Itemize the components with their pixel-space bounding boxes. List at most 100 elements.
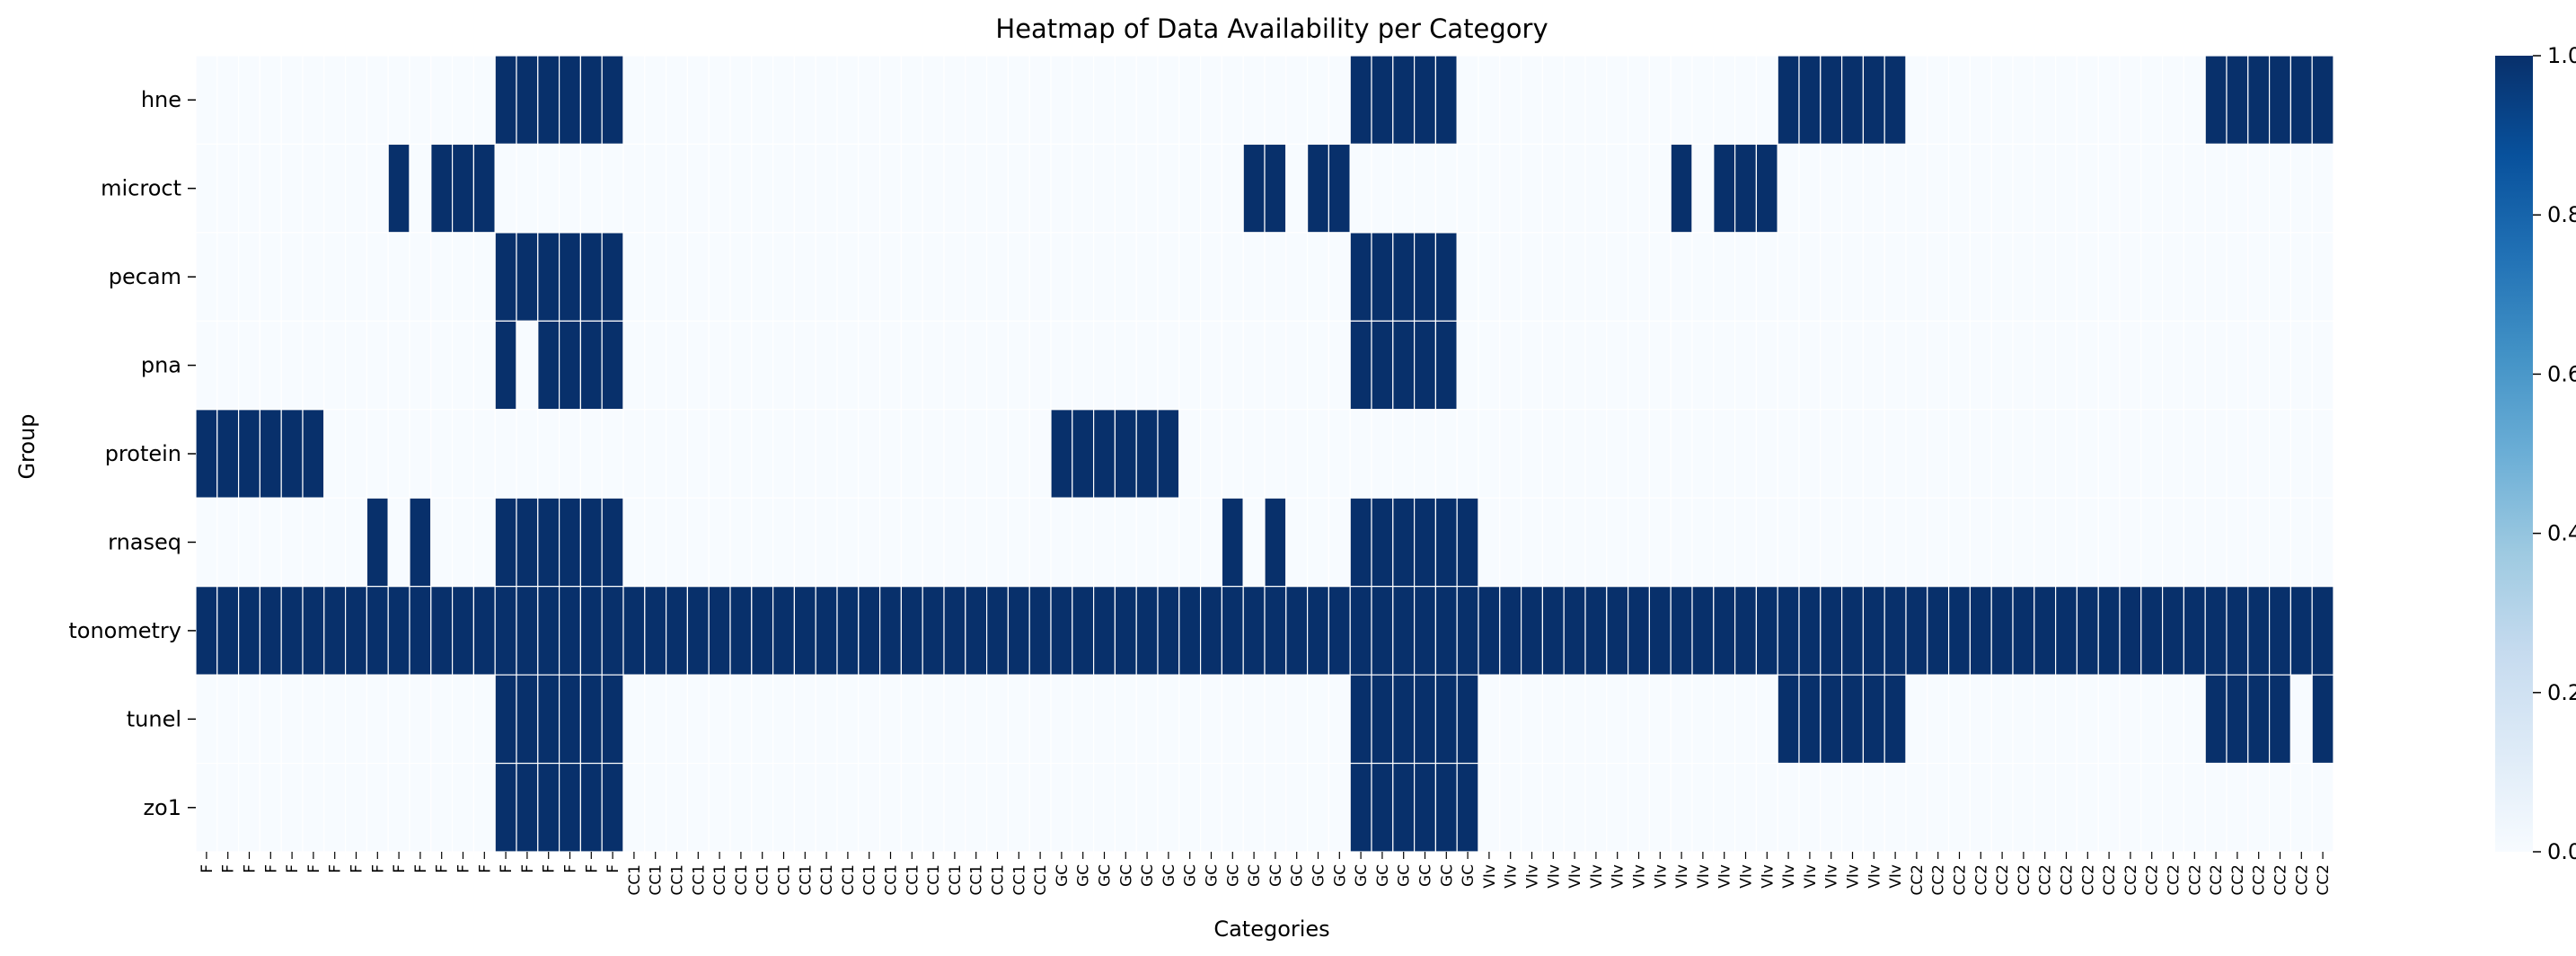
heatmap-cell — [472, 674, 496, 765]
heatmap-cell — [1927, 55, 1950, 146]
heatmap-cell — [1028, 320, 1052, 411]
heatmap-cell — [1584, 55, 1608, 146]
heatmap-cell — [686, 55, 710, 146]
heatmap-cell — [1990, 143, 2014, 234]
heatmap-cell — [1028, 762, 1052, 853]
heatmap-cell — [2012, 320, 2035, 411]
heatmap-cell — [729, 320, 753, 411]
heatmap-cell — [366, 232, 389, 322]
heatmap-cell — [1606, 586, 1629, 676]
heatmap-cell — [452, 143, 475, 234]
heatmap-cell — [1114, 320, 1137, 411]
heatmap-cell — [1777, 320, 1800, 411]
heatmap-cell — [1306, 762, 1329, 853]
heatmap-cell — [708, 320, 731, 411]
heatmap-cell — [1713, 320, 1736, 411]
heatmap-cell — [1306, 586, 1329, 676]
heatmap-cell — [2033, 586, 2057, 676]
heatmap-cell — [1178, 497, 1202, 588]
heatmap-cell — [943, 55, 966, 146]
x-tick-label: GC — [1246, 864, 1264, 887]
heatmap-cell — [1862, 762, 1885, 853]
heatmap-cell — [1371, 232, 1394, 322]
x-tick-label: CC2 — [2208, 864, 2226, 896]
heatmap-cell — [2289, 762, 2313, 853]
heatmap-cell — [216, 143, 240, 234]
heatmap-cell — [1627, 674, 1650, 765]
heatmap-cell — [430, 143, 454, 234]
x-tick-label: VIv — [1802, 864, 1820, 889]
heatmap-cell — [516, 55, 539, 146]
heatmap-cell — [1734, 55, 1757, 146]
heatmap-cell — [644, 143, 667, 234]
heatmap-cell — [922, 232, 945, 322]
heatmap-cell — [537, 320, 560, 411]
x-axis-label: Categories — [1213, 916, 1329, 942]
heatmap-cell — [943, 409, 966, 499]
x-tick-label: CC2 — [2079, 864, 2097, 896]
x-tick-label: VIv — [1566, 864, 1584, 889]
heatmap-cell — [1499, 55, 1522, 146]
heatmap-cell — [686, 409, 710, 499]
heatmap-cell — [2162, 55, 2185, 146]
heatmap-cell — [2162, 143, 2185, 234]
heatmap-cell — [387, 762, 410, 853]
heatmap-cell — [922, 320, 945, 411]
heatmap-cell — [579, 674, 603, 765]
heatmap-cell — [558, 674, 581, 765]
heatmap-cell — [302, 762, 325, 853]
heatmap-cell — [622, 55, 646, 146]
heatmap-cell — [1349, 586, 1372, 676]
heatmap-cell — [430, 762, 454, 853]
heatmap-cell — [900, 55, 923, 146]
heatmap-cell — [2311, 497, 2334, 588]
x-tick-label: F — [220, 864, 238, 873]
heatmap-cell — [259, 143, 282, 234]
heatmap-cell — [1349, 320, 1372, 411]
heatmap-cell — [1413, 143, 1436, 234]
heatmap-cell — [1178, 586, 1202, 676]
heatmap-cell — [2162, 320, 2185, 411]
x-tick-label: CC2 — [2166, 864, 2183, 896]
heatmap-cell — [922, 143, 945, 234]
y-tick-label: microct — [101, 176, 181, 201]
heatmap-cell — [751, 674, 774, 765]
heatmap-cell — [2247, 674, 2271, 765]
heatmap-cell — [2140, 586, 2164, 676]
heatmap-cell — [2247, 762, 2271, 853]
heatmap-cell — [1264, 320, 1287, 411]
heatmap-cell — [1157, 320, 1180, 411]
heatmap-cell — [1563, 674, 1586, 765]
heatmap-cell — [2289, 674, 2313, 765]
heatmap-cell — [708, 762, 731, 853]
heatmap-cell — [1092, 762, 1116, 853]
heatmap-cell — [665, 497, 688, 588]
heatmap-cell — [302, 232, 325, 322]
heatmap-cell — [323, 586, 347, 676]
heatmap-cell — [1007, 409, 1030, 499]
heatmap-cell — [452, 55, 475, 146]
heatmap-cell — [1541, 55, 1565, 146]
x-tick-label: CC2 — [2293, 864, 2311, 896]
heatmap-cell — [1691, 674, 1715, 765]
heatmap-cell — [985, 497, 1009, 588]
heatmap-cell — [280, 586, 304, 676]
heatmap-cell — [1264, 674, 1287, 765]
heatmap-cell — [195, 143, 218, 234]
heatmap-cell — [238, 674, 261, 765]
heatmap-cell — [708, 409, 731, 499]
x-tick-label: CC1 — [776, 864, 794, 896]
x-tick-label: F — [412, 864, 430, 873]
heatmap-cell — [1242, 232, 1266, 322]
x-tick-label: CC1 — [669, 864, 687, 896]
heatmap-cell — [2012, 762, 2035, 853]
heatmap-cell — [2204, 762, 2228, 853]
heatmap-cell — [836, 320, 860, 411]
heatmap-cell — [1948, 586, 1972, 676]
heatmap-cell — [601, 143, 624, 234]
heatmap-cell — [2119, 320, 2142, 411]
heatmap-cell — [1948, 143, 1972, 234]
heatmap-cell — [1135, 762, 1159, 853]
heatmap-cell — [579, 320, 603, 411]
heatmap-cell — [965, 232, 988, 322]
